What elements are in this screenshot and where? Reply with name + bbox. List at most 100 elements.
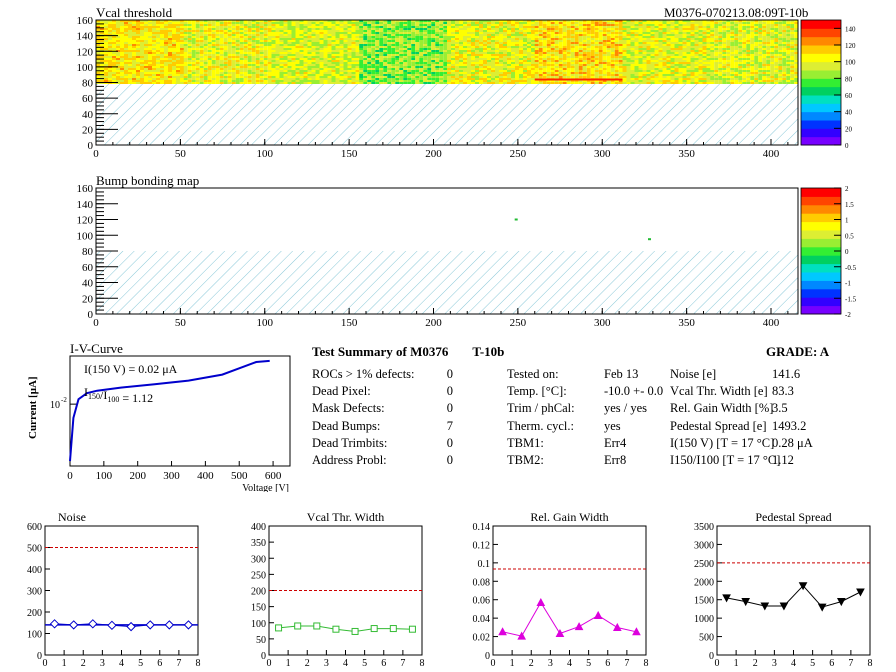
vcal-cell <box>399 36 404 38</box>
vcal-cell <box>227 68 232 70</box>
vcal-cell <box>423 56 428 58</box>
vcal-cell <box>120 42 124 44</box>
vcal-cell <box>423 60 428 62</box>
vcal-cell <box>271 44 276 46</box>
vcal-cell <box>183 32 188 34</box>
vcal-cell <box>343 20 348 22</box>
vcal-cell <box>132 34 136 36</box>
vcal-cell <box>267 68 272 70</box>
vcal-cell <box>614 76 619 78</box>
vcal-cell <box>646 82 651 84</box>
vcal-cell <box>503 20 507 22</box>
vcal-cell <box>527 78 531 80</box>
vcal-cell <box>654 80 659 82</box>
vcal-cell <box>427 78 432 80</box>
vcal-cell <box>291 72 296 74</box>
vcal-cell <box>475 72 479 74</box>
vcal-cell <box>172 50 176 52</box>
vcal-cell <box>207 74 212 76</box>
vcal-cell <box>243 26 248 28</box>
vcal-cell <box>531 76 535 78</box>
vcal-cell <box>582 28 587 30</box>
vcal-cell <box>463 52 467 54</box>
vcal-cell <box>383 78 388 80</box>
vcal-cell <box>359 62 364 64</box>
vcal-cell <box>578 48 583 50</box>
vcal-cell <box>538 20 543 22</box>
vcal-cell <box>527 64 531 66</box>
vcal-cell <box>634 46 639 48</box>
vcal-cell <box>235 74 240 76</box>
vcal-cell <box>403 60 408 62</box>
vcal-cell <box>554 34 559 36</box>
vcal-cell <box>495 56 499 58</box>
vcal-cell <box>207 24 212 26</box>
vcal-cell <box>303 50 308 52</box>
vcal-cell <box>243 20 248 22</box>
vcal-cell <box>419 64 424 66</box>
vcal-cell <box>423 70 428 72</box>
vcal-cell <box>367 24 372 26</box>
vcal-cell <box>614 60 619 62</box>
vcal-cell <box>128 46 132 48</box>
vcal-cell <box>407 74 412 76</box>
vcal-cell <box>343 46 348 48</box>
vcal-cell <box>531 42 535 44</box>
vcal-cell <box>702 30 707 32</box>
vcal-cell <box>335 40 340 42</box>
vcal-cell <box>714 34 719 36</box>
vcal-cell <box>455 74 459 76</box>
vcal-cell <box>594 60 599 62</box>
vcal-cell <box>503 74 507 76</box>
vcal-cell <box>439 80 444 82</box>
vcal-cell <box>395 56 400 58</box>
vcal-cell <box>124 48 128 50</box>
vcal-cell <box>223 78 228 80</box>
vcal-cell <box>295 28 300 30</box>
vcal-cell <box>638 66 643 68</box>
vcal-cell <box>467 46 471 48</box>
vcal-cell <box>531 52 535 54</box>
vcal-cell <box>483 68 487 70</box>
vcal-cell <box>546 38 551 40</box>
vcal-cell <box>199 38 204 40</box>
vcal-cell <box>634 44 639 46</box>
vcal-cell <box>447 36 451 38</box>
vcal-cell <box>550 30 555 32</box>
vcal-cell <box>479 22 483 24</box>
vcal-cell <box>299 48 304 50</box>
vcal-cell <box>546 80 551 82</box>
vcal-cell <box>219 76 224 78</box>
vcal-cell <box>299 42 304 44</box>
vcal-cell <box>263 58 268 60</box>
vcal-cell <box>463 50 467 52</box>
vcal-cell <box>279 66 284 68</box>
vcal-cell <box>495 24 499 26</box>
vcal-cell <box>499 28 503 30</box>
vcal-cell <box>307 26 312 28</box>
vcal-cell <box>586 60 591 62</box>
vcal-cell <box>411 44 416 46</box>
vcal-cell <box>279 30 284 32</box>
vcal-cell <box>387 70 392 72</box>
vcal-cell <box>399 32 404 34</box>
vcal-cell <box>610 62 615 64</box>
vcal-cell <box>291 52 296 54</box>
vcal-cell <box>176 24 180 26</box>
vcal-cell <box>443 38 448 40</box>
vcal-cell <box>475 58 479 60</box>
vcal-cell <box>431 48 436 50</box>
vcal-cell <box>515 32 519 34</box>
vcal-cell <box>634 72 639 74</box>
vcal-cell <box>287 42 292 44</box>
vcal-cell <box>132 56 136 58</box>
vcal-cell <box>538 36 543 38</box>
vcal-cell <box>415 54 420 56</box>
vcal-cell <box>323 82 328 84</box>
vcal-cell <box>379 24 384 26</box>
vcal-cell <box>527 30 531 32</box>
vcal-cell <box>682 22 687 24</box>
vcal-cell <box>399 78 404 80</box>
vcal-cell <box>650 28 655 30</box>
vcal-cell <box>116 78 120 80</box>
